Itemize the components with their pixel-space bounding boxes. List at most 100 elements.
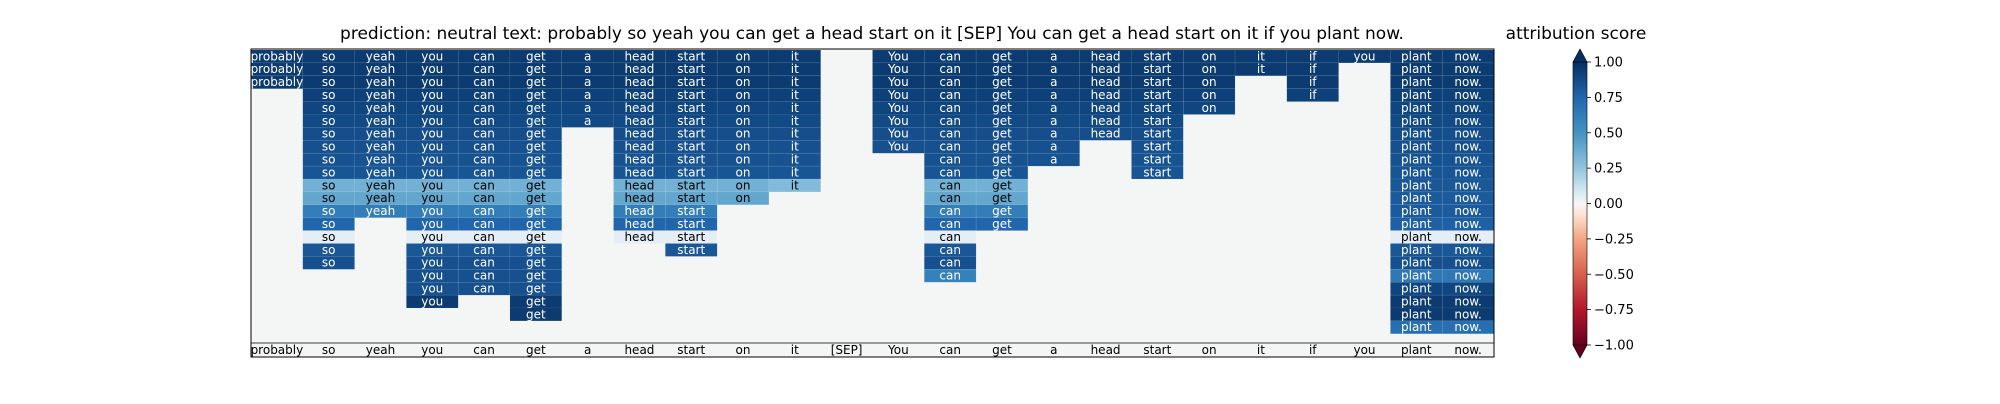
cell-token-label: a <box>584 49 591 63</box>
cell-token-label: so <box>322 204 336 218</box>
cell-token-label: can <box>473 88 495 102</box>
heatmap-cell <box>302 152 355 167</box>
cell-token-label: plant <box>1401 88 1432 102</box>
cell-token-label: a <box>584 101 591 115</box>
cell-token-label: start <box>677 204 705 218</box>
colorbar-tick-label: 0.25 <box>1594 162 1623 177</box>
colorbar-tick-label: −0.75 <box>1594 303 1634 318</box>
cell-token-label: you <box>421 178 443 192</box>
cell-token-label: it <box>1257 49 1265 63</box>
cell-token-label: you <box>421 62 443 76</box>
cell-token-label: a <box>1050 101 1057 115</box>
cell-token-label: on <box>1202 88 1217 102</box>
cell-token-label: so <box>322 127 336 141</box>
colorbar-tick-label: 0.00 <box>1594 197 1623 212</box>
heatmap-cell <box>509 191 563 206</box>
heatmap-cell <box>1131 152 1184 167</box>
cell-token-label: can <box>939 217 961 231</box>
cell-token-label: you <box>421 230 443 244</box>
cell-token-label: on <box>736 88 751 102</box>
cell-token-label: plant <box>1401 243 1432 257</box>
cell-token-label: now. <box>1454 282 1481 296</box>
cell-token-label: head <box>1091 62 1121 76</box>
cell-token-label: a <box>584 62 591 76</box>
cell-token-label: get <box>992 88 1012 102</box>
cell-token-label: start <box>1143 140 1171 154</box>
cell-token-label: on <box>736 49 751 63</box>
cell-token-label: plant <box>1401 62 1432 76</box>
cell-token-label: now. <box>1454 88 1481 102</box>
cell-token-label: start <box>677 75 705 89</box>
token-tick-label: on <box>736 343 751 357</box>
colorbar-extend-min-arrow <box>1572 344 1588 359</box>
cell-token-label: head <box>624 127 654 141</box>
token-tick-label: get <box>992 343 1012 357</box>
heatmap-cell <box>509 307 563 322</box>
cell-token-label: on <box>736 178 751 192</box>
cell-token-label: plant <box>1401 114 1432 128</box>
cell-token-label: head <box>1091 88 1121 102</box>
cell-token-label: head <box>624 114 654 128</box>
heatmap-cell <box>716 191 770 206</box>
heatmap-cell <box>302 256 355 270</box>
heatmap-cell <box>1390 269 1443 283</box>
cell-token-label: get <box>526 49 546 63</box>
cell-token-label: yeah <box>366 88 395 102</box>
heatmap-cell <box>1234 62 1288 77</box>
token-tick-label: start <box>1143 343 1171 357</box>
cell-token-label: yeah <box>366 101 395 115</box>
cell-token-label: start <box>677 243 705 257</box>
cell-token-label: plant <box>1401 127 1432 141</box>
cell-token-label: get <box>526 282 546 296</box>
cell-token-label: can <box>939 153 961 167</box>
cell-token-label: start <box>1143 88 1171 102</box>
cell-token-label: plant <box>1401 49 1432 63</box>
cell-token-label: now. <box>1454 75 1481 89</box>
colorbar <box>1572 61 1588 346</box>
cell-token-label: get <box>526 243 546 257</box>
cell-token-label: you <box>1353 49 1375 63</box>
cell-token-label: now. <box>1454 230 1481 244</box>
cell-token-label: get <box>992 140 1012 154</box>
cell-token-label: yeah <box>366 204 395 218</box>
cell-token-label: yeah <box>366 62 395 76</box>
cell-token-label: a <box>1050 127 1057 141</box>
cell-token-label: You <box>887 101 909 115</box>
cell-token-label: get <box>992 127 1012 141</box>
heatmap-cell <box>1390 152 1443 167</box>
heatmap-cell <box>406 294 459 309</box>
cell-token-label: plant <box>1401 269 1432 283</box>
cell-token-label: head <box>1091 101 1121 115</box>
cell-token-label: start <box>1143 165 1171 179</box>
token-tick-label: if <box>1309 343 1317 357</box>
heatmap-cell <box>665 217 718 231</box>
heatmap-cell <box>457 281 511 296</box>
cell-token-label: on <box>736 165 751 179</box>
cell-token-label: start <box>677 114 705 128</box>
heatmap-cell <box>1390 320 1443 335</box>
heatmap-cell <box>509 217 563 231</box>
cell-token-label: it <box>791 101 799 115</box>
cell-token-label: now. <box>1454 101 1481 115</box>
cell-token-label: you <box>421 294 443 308</box>
cell-token-label: on <box>1202 101 1217 115</box>
cell-token-label: probably <box>251 75 304 89</box>
cell-token-label: can <box>473 49 495 63</box>
cell-token-label: now. <box>1454 114 1481 128</box>
cell-token-label: get <box>526 165 546 179</box>
cell-token-label: on <box>736 140 751 154</box>
cell-token-label: get <box>526 127 546 141</box>
token-tick-label: now. <box>1454 343 1481 357</box>
cell-token-label: start <box>677 153 705 167</box>
token-tick-label: head <box>1091 343 1121 357</box>
colorbar-tick-label: 0.50 <box>1594 126 1623 141</box>
cell-token-label: can <box>939 243 961 257</box>
cell-token-label: so <box>322 217 336 231</box>
cell-token-label: now. <box>1454 127 1481 141</box>
cell-token-label: head <box>624 153 654 167</box>
cell-token-label: head <box>624 178 654 192</box>
cell-token-label: yeah <box>366 75 395 89</box>
cell-token-label: probably <box>251 62 304 76</box>
cell-token-label: you <box>421 140 443 154</box>
cell-token-label: can <box>939 49 961 63</box>
